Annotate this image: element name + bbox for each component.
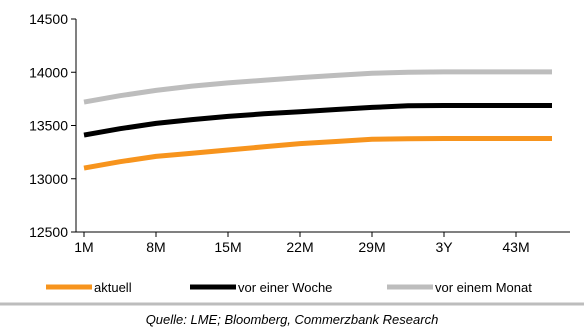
- series-layer: [83, 69, 552, 171]
- series-line-1: [83, 136, 552, 171]
- series-line-3: [83, 69, 552, 105]
- x-tick-label: 29M: [358, 239, 385, 255]
- source-label: Quelle: LME; Bloomberg, Commerzbank Rese…: [146, 312, 439, 327]
- x-axis: 1M 8M 15M 22M 29M 3Y 43M: [74, 231, 570, 255]
- y-tick-label: 12500: [29, 224, 68, 240]
- legend-label-2: vor einer Woche: [238, 280, 332, 295]
- legend-label-3: vor einem Monat: [435, 280, 532, 295]
- x-tick-label: 43M: [502, 239, 529, 255]
- legend-label-1: aktuell: [94, 280, 132, 295]
- x-tick-label: 15M: [214, 239, 241, 255]
- x-tick-label: 8M: [146, 239, 165, 255]
- y-axis: 12500 13000 13500 14000 14500: [29, 11, 77, 240]
- y-tick-label: 14500: [29, 11, 68, 27]
- y-tick-label: 13000: [29, 171, 68, 187]
- x-tick-label: 3Y: [435, 239, 453, 255]
- y-tick-label: 13500: [29, 118, 68, 134]
- series-line-2: [83, 103, 552, 138]
- x-tick-label: 1M: [74, 239, 93, 255]
- y-tick-label: 14000: [29, 64, 68, 80]
- legend: aktuell vor einer Woche vor einem Monat: [46, 280, 532, 295]
- x-tick-label: 22M: [286, 239, 313, 255]
